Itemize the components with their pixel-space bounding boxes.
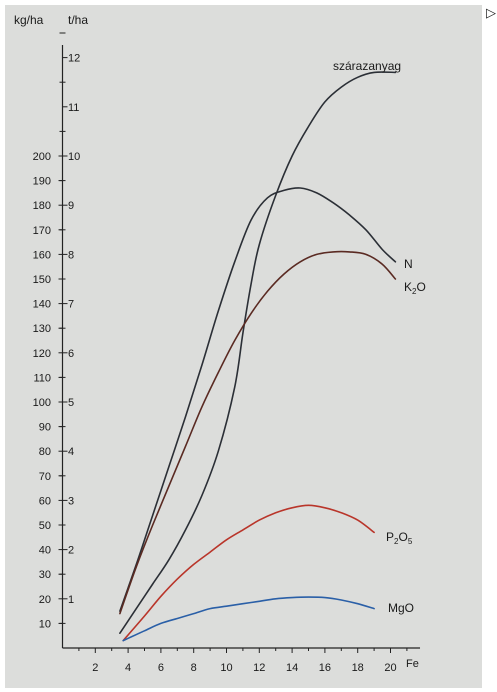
- series-line-p2o5: [122, 504, 375, 642]
- y-tick-label-tha: 8: [68, 249, 74, 261]
- y-tick-label-kgha: 200: [33, 151, 51, 163]
- series-line-n: [119, 187, 397, 612]
- y-tick-label-tha: 4: [68, 446, 74, 458]
- y-tick-label-kgha: 180: [33, 200, 51, 212]
- y-tick-label-kgha: 150: [33, 274, 51, 286]
- y-tick-label-tha: 10: [68, 151, 80, 163]
- y-tick-label-kgha: 80: [39, 446, 51, 458]
- x-axis-label: Fe: [406, 658, 419, 670]
- y-axis-right-label: t/ha: [68, 13, 88, 27]
- series-line-k2o: [119, 250, 397, 615]
- x-tick-label: 20: [384, 662, 396, 674]
- y-tick-label-kgha: 120: [33, 348, 51, 360]
- x-tick-label: 6: [158, 662, 164, 674]
- y-tick-label-kgha: 20: [39, 594, 51, 606]
- x-tick-label: 14: [286, 662, 298, 674]
- series-label-p2o5: P2O5: [386, 530, 413, 546]
- y-tick-label-kgha: 160: [33, 249, 51, 261]
- series-line-mgo: [122, 596, 375, 642]
- series-label-mgo: MgO: [388, 601, 414, 615]
- y-tick-label-kgha: 130: [33, 323, 51, 335]
- x-tick-label: 2: [92, 662, 98, 674]
- y-tick-label-tha: 1: [68, 594, 74, 606]
- y-tick-label-tha: 3: [68, 495, 74, 507]
- y-tick-label-kgha: 10: [39, 618, 51, 630]
- y-axis-left-label: kg/ha: [14, 13, 44, 27]
- y-tick-label-tha: 6: [68, 348, 74, 360]
- x-tick-label: 12: [253, 662, 265, 674]
- x-tick-label: 16: [319, 662, 331, 674]
- series-line-sz-razanyag: [119, 71, 397, 634]
- x-tick-label: 8: [191, 662, 197, 674]
- series-label-sz-razanyag: szárazanyag: [333, 59, 401, 73]
- corner-arrow-icon: ▷: [486, 6, 496, 21]
- y-tick-label-kgha: 30: [39, 569, 51, 581]
- x-tick-label: 4: [125, 662, 131, 674]
- y-tick-label-kgha: 100: [33, 397, 51, 409]
- x-tick-label: 10: [220, 662, 232, 674]
- y-tick-label-kgha: 60: [39, 495, 51, 507]
- y-tick-label-kgha: 90: [39, 422, 51, 434]
- series-label-k2o: K2O: [404, 280, 426, 296]
- y-tick-label-kgha: 110: [33, 372, 51, 384]
- y-tick-label-tha: 9: [68, 200, 74, 212]
- y-tick-label-kgha: 170: [33, 225, 51, 237]
- y-tick-label-kgha: 190: [33, 176, 51, 188]
- y-tick-label-tha: 7: [68, 299, 74, 311]
- y-tick-label-kgha: 40: [39, 545, 51, 557]
- series-label-n: N: [404, 257, 413, 271]
- x-tick-label: 18: [352, 662, 364, 674]
- chart-background: [5, 5, 482, 688]
- y-tick-label-kgha: 50: [39, 520, 51, 532]
- y-tick-label-tha: 11: [68, 102, 79, 114]
- y-tick-label-tha: 2: [68, 545, 74, 557]
- y-tick-label-kgha: 70: [39, 471, 51, 483]
- y-tick-label-kgha: 140: [33, 299, 51, 311]
- y-tick-label-tha: 12: [68, 53, 80, 65]
- y-tick-label-tha: 5: [68, 397, 74, 409]
